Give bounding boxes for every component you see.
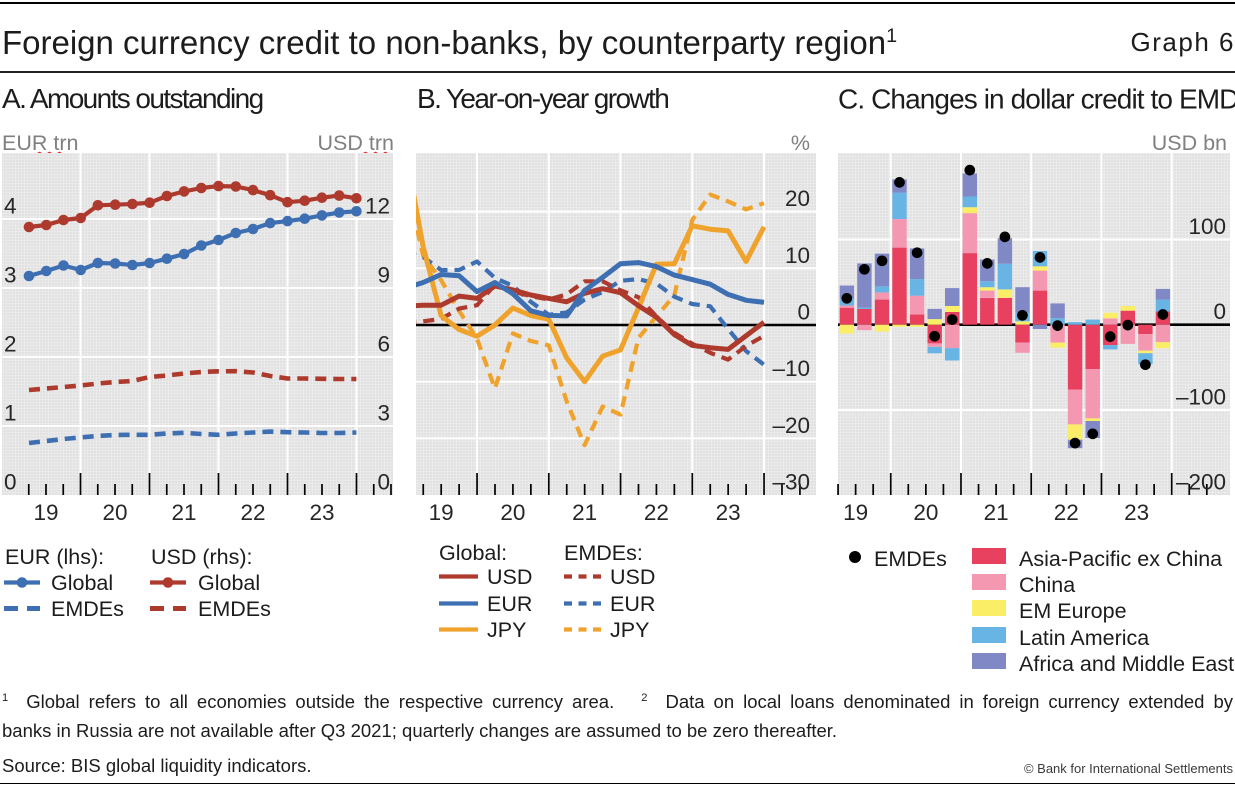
svg-text:1: 1 — [4, 401, 17, 426]
svg-text:20: 20 — [500, 500, 525, 525]
svg-text:–10: –10 — [772, 356, 810, 381]
svg-text:9: 9 — [377, 263, 390, 288]
svg-text:20: 20 — [785, 186, 810, 211]
svg-text:22: 22 — [644, 500, 669, 525]
svg-text:0: 0 — [377, 470, 390, 495]
svg-text:100: 100 — [1188, 214, 1226, 239]
svg-text:10: 10 — [785, 243, 810, 268]
svg-text:21: 21 — [984, 500, 1009, 525]
svg-text:2: 2 — [4, 332, 17, 357]
svg-text:0: 0 — [797, 300, 810, 325]
svg-text:20: 20 — [102, 500, 127, 525]
svg-text:22: 22 — [1054, 500, 1079, 525]
svg-text:23: 23 — [1124, 500, 1149, 525]
svg-text:23: 23 — [309, 500, 334, 525]
svg-text:6: 6 — [377, 332, 390, 357]
svg-text:–200: –200 — [1176, 470, 1226, 495]
svg-text:19: 19 — [33, 500, 58, 525]
svg-text:19: 19 — [429, 500, 454, 525]
svg-text:21: 21 — [171, 500, 196, 525]
svg-text:–100: –100 — [1176, 385, 1226, 410]
svg-text:3: 3 — [377, 401, 390, 426]
svg-text:23: 23 — [716, 500, 741, 525]
svg-text:0: 0 — [4, 470, 17, 495]
svg-text:0: 0 — [1213, 299, 1226, 324]
svg-text:3: 3 — [4, 263, 17, 288]
svg-text:22: 22 — [240, 500, 265, 525]
svg-text:20: 20 — [913, 500, 938, 525]
svg-text:12: 12 — [365, 194, 390, 219]
svg-text:–20: –20 — [772, 413, 810, 438]
svg-text:19: 19 — [843, 500, 868, 525]
svg-text:21: 21 — [572, 500, 597, 525]
svg-text:–30: –30 — [772, 470, 810, 495]
svg-text:4: 4 — [4, 194, 17, 219]
